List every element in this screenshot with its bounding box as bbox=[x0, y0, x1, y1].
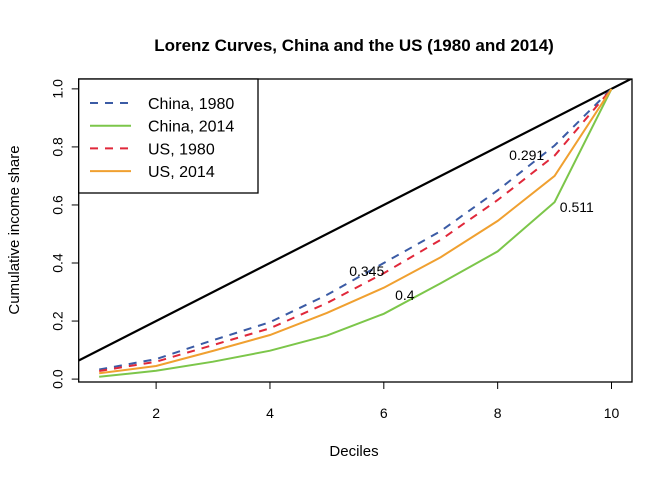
y-tick-label: 0.8 bbox=[50, 137, 66, 157]
y-tick-label: 0.6 bbox=[50, 195, 66, 215]
series-line-china-2014 bbox=[99, 88, 613, 378]
legend: China, 1980 China, 2014 US, 1980 US, 2014 bbox=[78, 78, 259, 194]
y-axis-label: Cumulative income share bbox=[6, 145, 23, 314]
annotation-label: 0.511 bbox=[560, 199, 594, 215]
annotation-label: 0.291 bbox=[509, 147, 544, 163]
series-line-china-1980 bbox=[99, 88, 613, 371]
plot-frame bbox=[78, 78, 633, 383]
legend-label: US, 1980 bbox=[148, 141, 215, 158]
x-tick-label: 6 bbox=[380, 405, 388, 421]
series-line-us-2014 bbox=[99, 88, 613, 375]
y-tick-label: 0.2 bbox=[50, 311, 66, 331]
equality-line bbox=[78, 79, 632, 362]
legend-label: China, 2014 bbox=[148, 119, 234, 136]
legend-label: China, 1980 bbox=[148, 96, 234, 113]
annotation-label: 0.4 bbox=[395, 287, 415, 303]
series-line-us-1980 bbox=[99, 88, 613, 372]
x-tick-label: 8 bbox=[494, 405, 502, 421]
legend-box bbox=[78, 78, 259, 194]
x-axis-label: Deciles bbox=[329, 443, 378, 460]
y-tick-label: 0.4 bbox=[50, 253, 66, 273]
x-tick-label: 4 bbox=[266, 405, 274, 421]
annotation-label: 0.345 bbox=[349, 263, 384, 279]
y-tick-label: 0.0 bbox=[50, 369, 66, 389]
x-tick-label: 2 bbox=[152, 405, 160, 421]
x-tick-label: 10 bbox=[604, 405, 620, 421]
y-tick-label: 1.0 bbox=[50, 79, 66, 99]
legend-label: US, 2014 bbox=[148, 164, 215, 181]
chart-title: Lorenz Curves, China and the US (1980 an… bbox=[154, 36, 554, 55]
